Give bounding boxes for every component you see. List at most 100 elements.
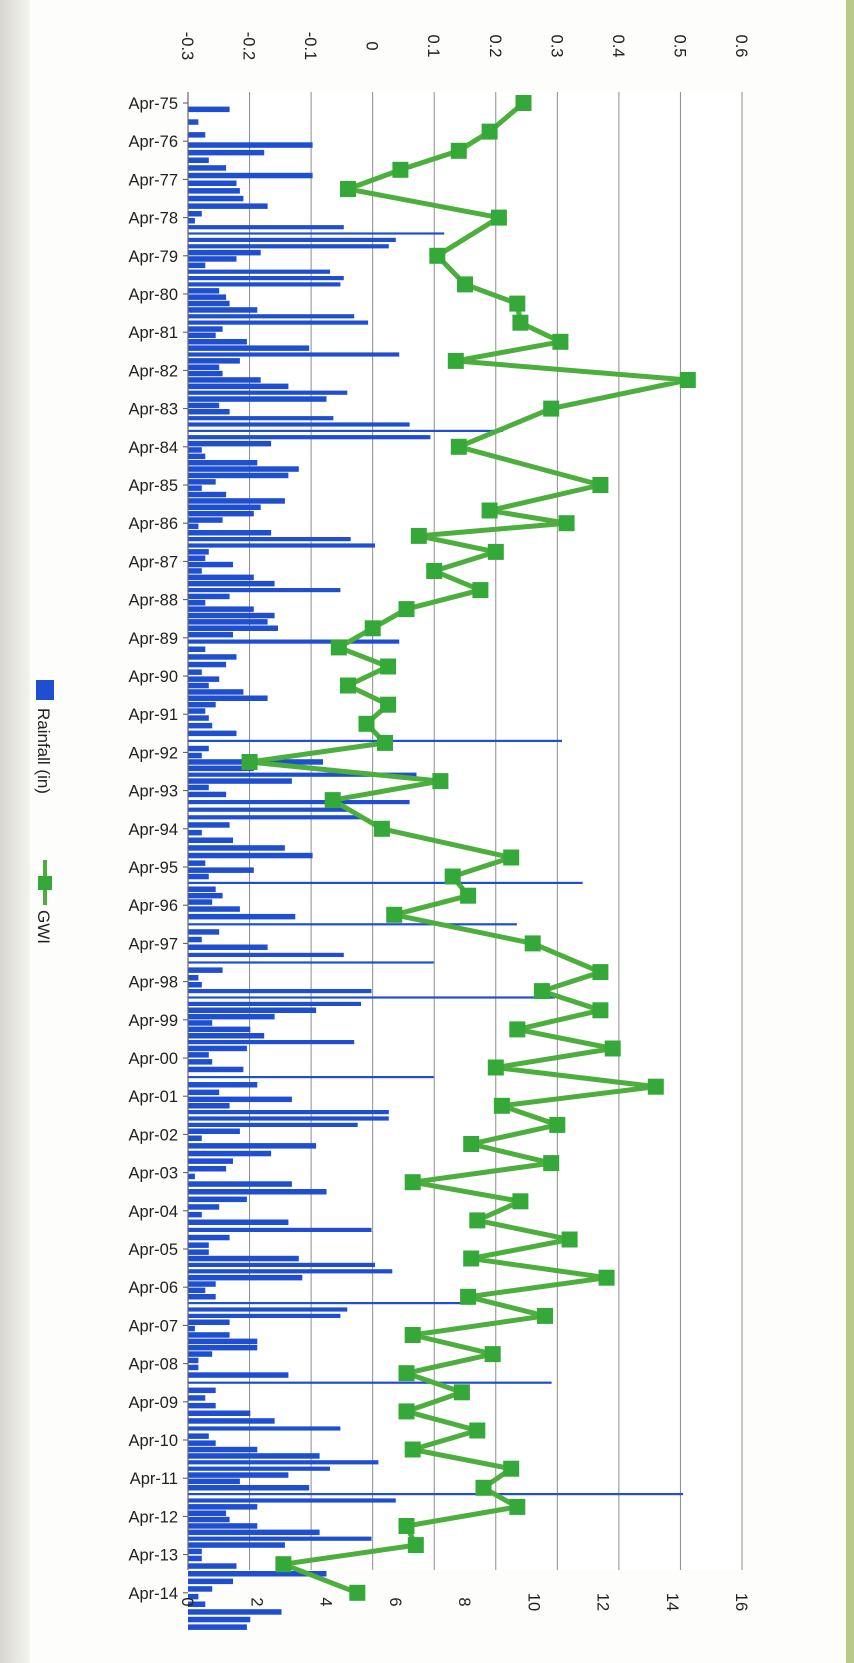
rainfall-bar <box>188 561 233 568</box>
rainfall-bar <box>188 580 275 587</box>
rainfall-bar <box>188 149 265 156</box>
gwi-point <box>275 1556 292 1573</box>
gwi-point <box>552 333 569 350</box>
rainfall-tick-label: 0 <box>178 1597 196 1606</box>
rainfall-bar <box>188 923 517 926</box>
rainfall-bar <box>188 1478 240 1485</box>
rainfall-bar <box>188 1013 275 1020</box>
category-label: Apr-86 <box>128 515 178 533</box>
rainfall-bar <box>188 1395 206 1401</box>
rainfall-bar <box>188 913 296 920</box>
rainfall-bar <box>188 929 220 935</box>
gwi-point <box>509 1021 526 1038</box>
gwi-point <box>377 734 393 751</box>
rainfall-bar <box>188 606 254 612</box>
rainfall-bar <box>188 435 431 440</box>
gwi-point <box>647 1078 664 1095</box>
rainfall-bar <box>188 1516 230 1523</box>
gwi-point <box>241 754 258 770</box>
rainfall-bar <box>188 262 206 269</box>
rainfall-bar <box>188 1542 285 1548</box>
rainfall-bar <box>188 504 261 510</box>
rainfall-bar <box>188 1255 299 1262</box>
gwi-point <box>330 639 347 656</box>
category-label: Apr-85 <box>128 477 178 495</box>
rainfall-bar <box>188 708 206 714</box>
rainfall-bar <box>188 106 230 113</box>
rainfall-bar <box>188 1433 209 1439</box>
rainfall-bar <box>188 142 313 148</box>
category-label: Apr-93 <box>128 783 178 801</box>
rainfall-bar <box>188 132 206 138</box>
gwi-point <box>463 1250 480 1267</box>
rainfall-bar <box>188 466 299 472</box>
rainfall-bar <box>188 745 209 752</box>
gwi-point <box>558 515 575 532</box>
rainfall-bar <box>188 294 227 300</box>
rainfall-bar <box>188 479 216 485</box>
gwi-line <box>241 95 696 1601</box>
rainfall-bar <box>188 1096 292 1103</box>
rainfall-bar <box>188 822 230 828</box>
category-label: Apr-82 <box>128 362 178 380</box>
gwi-point <box>490 209 507 226</box>
rainfall-bar <box>188 332 216 339</box>
rainfall-bar <box>188 1158 233 1164</box>
rainfall-bar <box>188 1173 195 1180</box>
rainfall-bar <box>188 1555 202 1562</box>
category-label: Apr-88 <box>128 592 178 610</box>
rainfall-bars <box>188 106 684 1630</box>
category-label: Apr-08 <box>128 1356 178 1374</box>
category-label: Apr-02 <box>128 1126 178 1144</box>
gwi-point <box>515 95 532 111</box>
rainfall-bar <box>188 1219 289 1225</box>
rainfall-bar <box>188 1319 230 1325</box>
rainfall-bar <box>188 886 216 892</box>
gwi-point <box>453 1384 470 1401</box>
rainfall-tick-label: 12 <box>594 1593 612 1611</box>
rainfall-bar <box>188 722 213 729</box>
gwi-point <box>450 142 467 159</box>
legend: Rainfall (in) GWI <box>34 680 54 944</box>
rainfall-bar <box>188 752 202 759</box>
category-label: Apr-96 <box>128 897 178 915</box>
rainfall-bar <box>188 543 375 548</box>
rainfall-bar <box>188 1026 251 1033</box>
rainfall-bar <box>188 867 254 873</box>
rainfall-bar <box>188 390 348 395</box>
gwi-point <box>493 1097 510 1114</box>
gwi-point <box>592 1002 609 1019</box>
rainfall-bar <box>188 682 209 689</box>
rainfall-bar <box>188 593 230 600</box>
gwi-point <box>460 1288 477 1305</box>
rainfall-bar <box>188 892 223 899</box>
rainfall-bar <box>188 765 254 772</box>
rainfall-bar <box>188 1418 275 1424</box>
rainfall-bar <box>188 165 227 171</box>
rainfall-bar <box>188 1571 327 1577</box>
rainfall-bar <box>188 1052 209 1058</box>
rainfall-bar <box>188 1410 251 1416</box>
gwi-point <box>460 887 477 904</box>
rainfall-bar <box>188 1472 289 1478</box>
rainfall-bar <box>188 631 233 638</box>
gwi-point <box>410 527 427 544</box>
rainfall-bar <box>188 1485 310 1491</box>
rainfall-bar <box>188 996 555 999</box>
rainfall-bar <box>188 377 261 383</box>
gwi-point <box>509 295 526 312</box>
rainfall-bar <box>188 1262 375 1267</box>
tick-labels: Apr-75 Apr-76 Apr-77 Apr-78 Apr-79 Apr-80 Apr-… <box>128 32 750 1611</box>
rainfall-bar <box>188 232 445 235</box>
rainfall-bar <box>188 345 310 351</box>
rainfall-bar <box>188 1372 289 1378</box>
rainfall-bar <box>188 1020 213 1026</box>
category-label: Apr-03 <box>128 1165 178 1183</box>
gwi-point <box>340 181 356 197</box>
rainfall-bar <box>188 1082 258 1088</box>
gwi-point <box>324 792 341 809</box>
rainfall-bar <box>188 485 202 491</box>
rainfall-bar <box>188 845 285 851</box>
category-label: Apr-84 <box>128 439 178 457</box>
gwi-point <box>429 247 446 264</box>
